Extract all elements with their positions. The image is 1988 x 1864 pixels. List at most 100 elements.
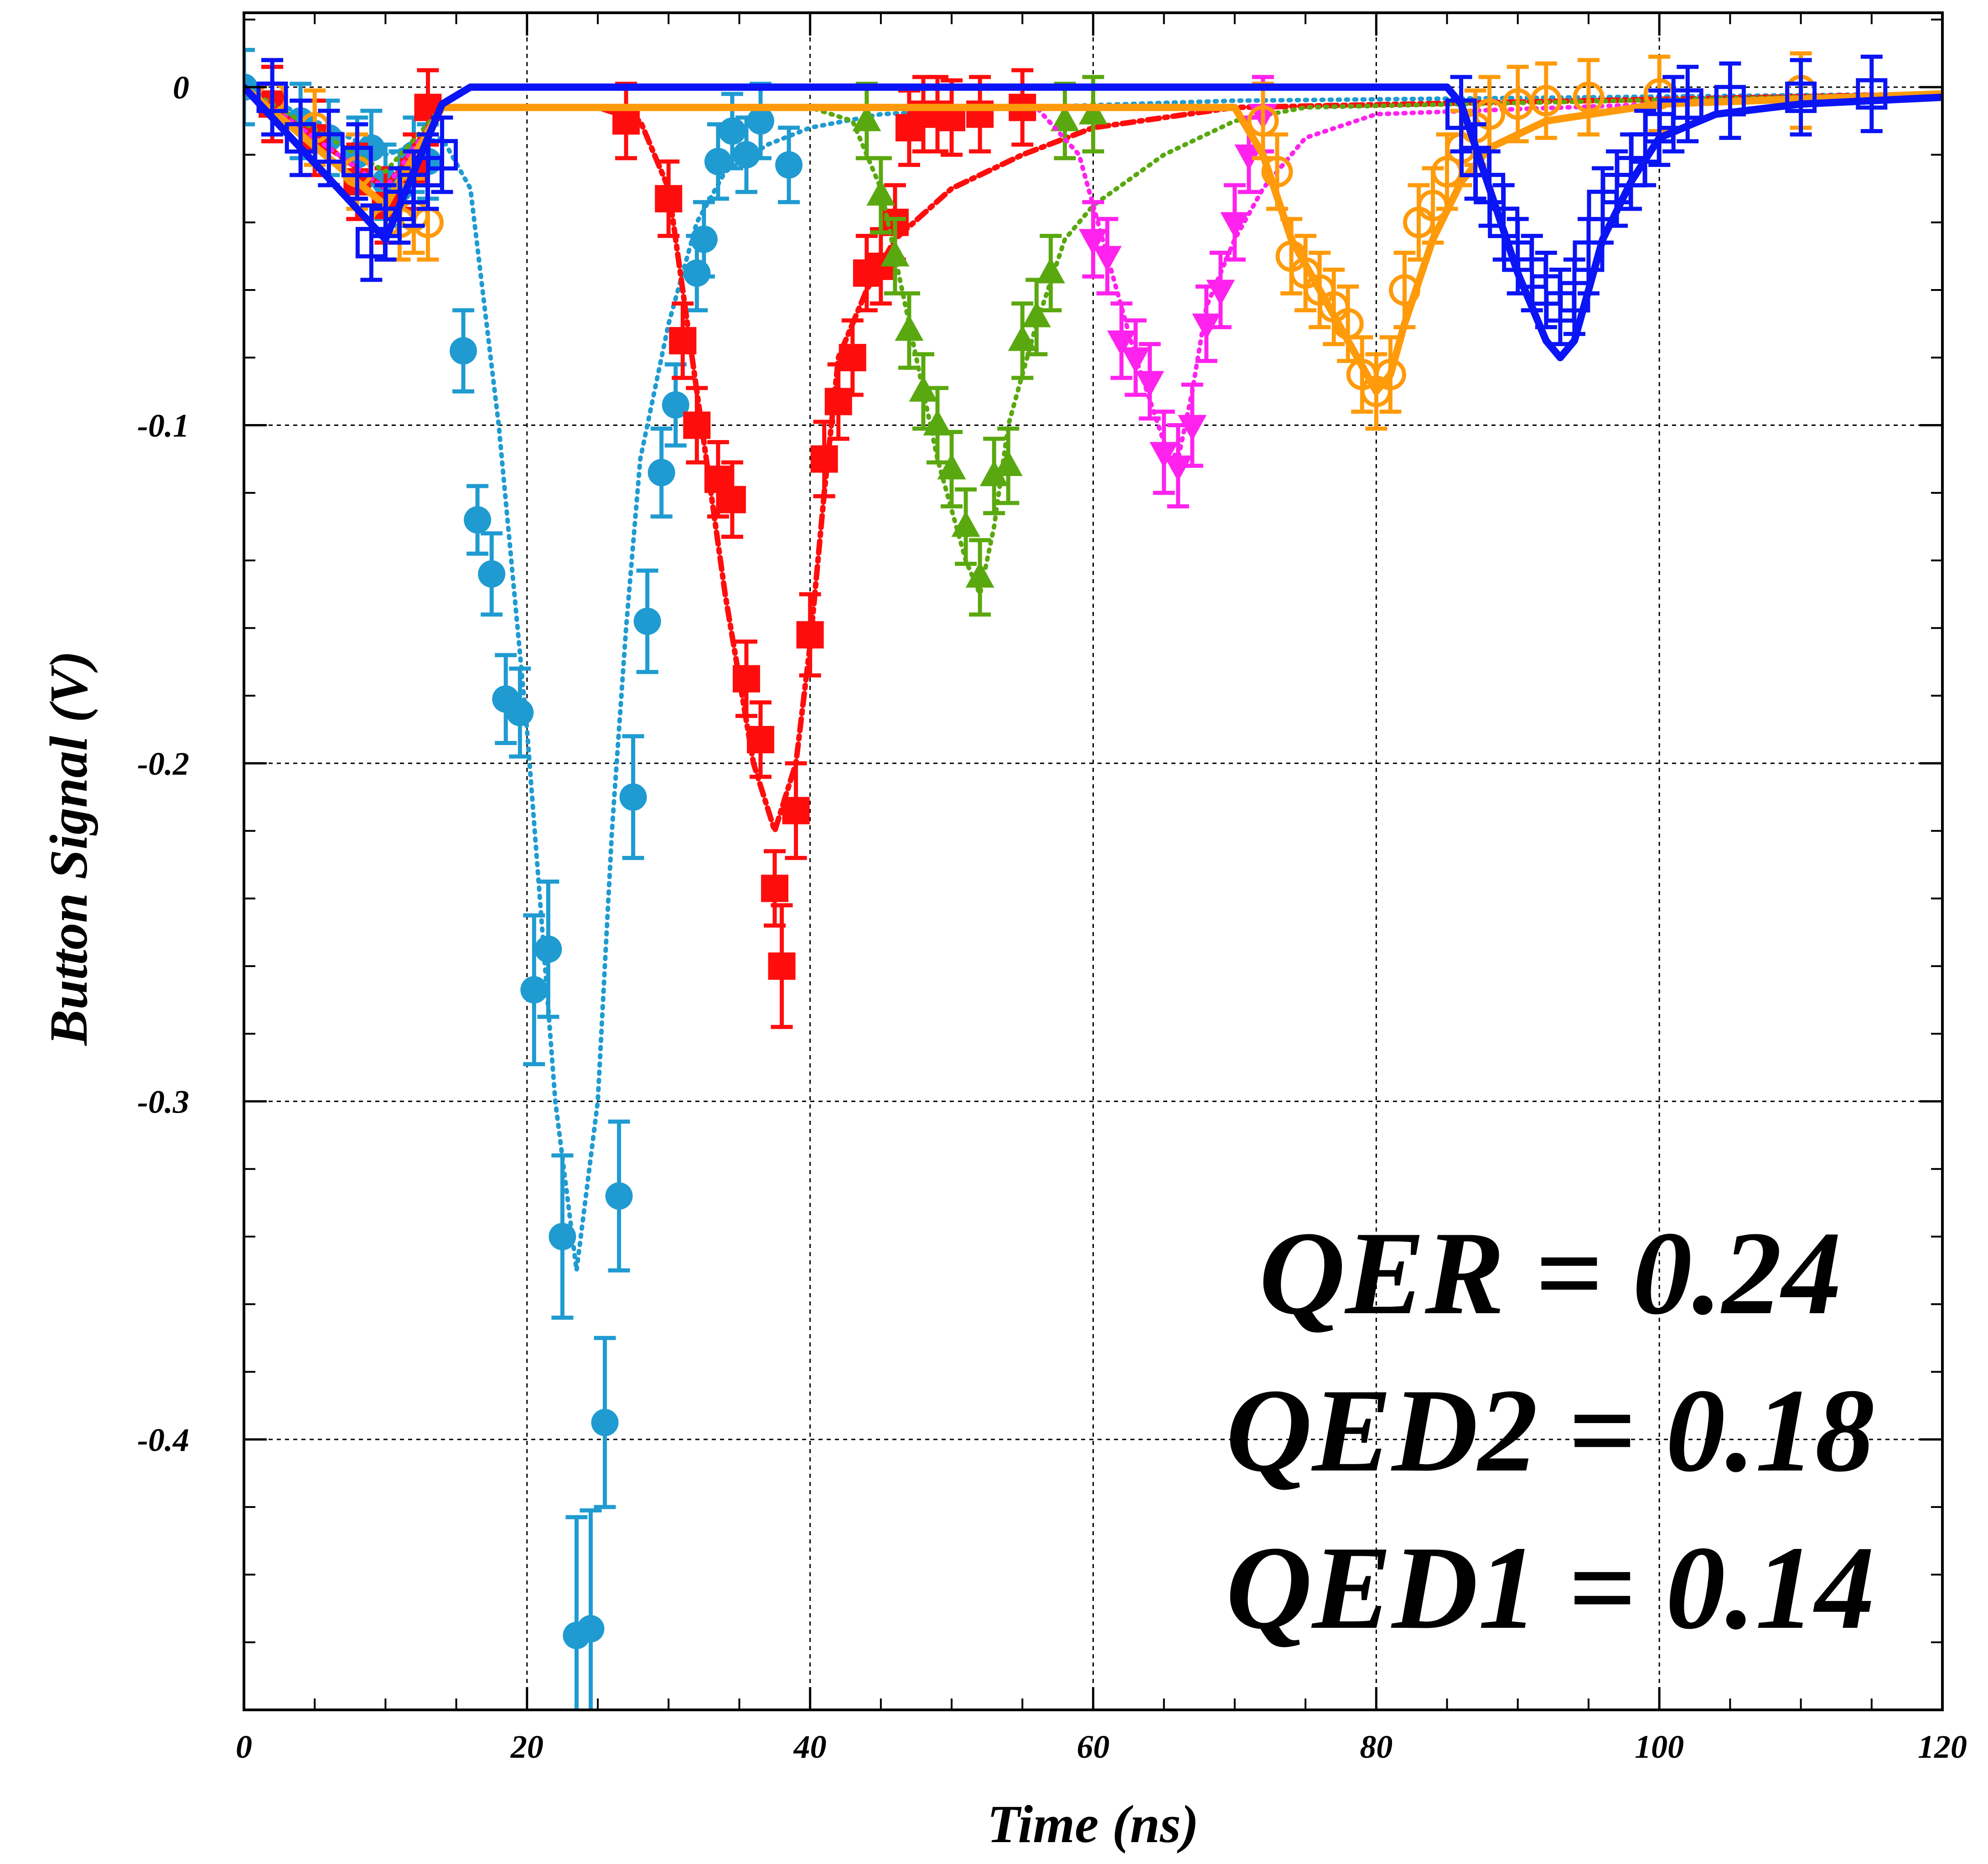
data-point (775, 151, 803, 179)
series-layer (244, 48, 1942, 1710)
data-point (909, 375, 938, 402)
x-tick-label: 0 (236, 1729, 252, 1765)
data-point (1036, 257, 1065, 284)
data-point (852, 105, 881, 131)
data-point (1135, 371, 1165, 397)
data-point (662, 391, 689, 419)
data-point (923, 409, 952, 436)
data-point (1714, 85, 1746, 117)
annotations: QER = 0.24 QED2 = 0.18 QED1 = 0.14 (1226, 1207, 1875, 1654)
data-point (1149, 442, 1179, 468)
data-point (1008, 325, 1037, 351)
data-point (979, 460, 1009, 487)
data-point (1121, 347, 1150, 373)
data-point (1220, 212, 1249, 238)
annotation-2: QED1 = 0.14 (1226, 1522, 1875, 1654)
data-point (1206, 280, 1235, 306)
data-point (747, 107, 775, 135)
data-point (1107, 330, 1136, 357)
data-point (591, 1408, 619, 1436)
data-point (341, 145, 373, 177)
data-point (1022, 301, 1051, 327)
series-5-fit-line (244, 83, 1942, 362)
series-0-fit-line (244, 85, 1942, 1273)
data-point (1178, 415, 1207, 441)
data-point (450, 337, 477, 365)
data-point (951, 511, 980, 537)
data-point (669, 327, 697, 355)
data-point (605, 1182, 633, 1210)
data-point (683, 411, 711, 439)
data-point (1050, 105, 1079, 131)
data-point (1558, 281, 1590, 313)
data-point (761, 875, 789, 902)
data-point (1573, 81, 1605, 113)
data-point (690, 225, 718, 253)
tick-labels: 0 20 40 60 80 100 120 0 -0.1 -0.2 -0.3 -0.4 (137, 69, 1967, 1765)
x-tick-label: 80 (1360, 1729, 1393, 1765)
series-4 (244, 51, 1942, 431)
data-point (647, 459, 675, 487)
data-point (1672, 88, 1703, 120)
data-point (655, 185, 683, 212)
y-tick-label: 0 (173, 69, 189, 106)
data-point (768, 952, 796, 980)
data-point (1079, 98, 1108, 124)
data-point (478, 560, 506, 588)
x-tick-label: 100 (1635, 1729, 1684, 1765)
data-point (534, 935, 562, 963)
data-point (895, 315, 924, 341)
data-point (880, 240, 910, 267)
data-point (683, 259, 711, 287)
data-point (506, 699, 534, 726)
data-point (732, 141, 760, 169)
data-point (612, 107, 640, 135)
data-point (782, 797, 810, 824)
annotation-1: QED2 = 0.18 (1226, 1364, 1875, 1496)
data-point (1261, 155, 1293, 187)
data-point (1247, 105, 1279, 137)
data-point (520, 976, 548, 1004)
series-5 (244, 54, 1942, 362)
series-0 (244, 48, 1942, 1710)
data-point (1388, 274, 1420, 306)
y-tick-label: -0.1 (137, 408, 189, 444)
y-axis-label: Button Signal (V) (39, 651, 98, 1046)
data-point (732, 665, 760, 693)
data-point (1374, 358, 1406, 390)
y-tick-label: -0.4 (137, 1422, 189, 1458)
data-point (796, 621, 824, 649)
ticks (243, 13, 1944, 1711)
data-point (426, 139, 458, 171)
data-point (965, 561, 994, 588)
x-tick-label: 60 (1077, 1729, 1110, 1765)
y-tick-label: -0.3 (137, 1083, 189, 1120)
data-point (839, 344, 866, 372)
data-point (718, 486, 746, 513)
data-point (1192, 313, 1221, 340)
data-point (718, 117, 746, 145)
data-point (704, 148, 732, 176)
data-point (1530, 85, 1562, 117)
x-tick-label: 120 (1918, 1729, 1967, 1765)
x-axis-label: Time (ns) (987, 1794, 1199, 1854)
data-point (810, 445, 838, 473)
data-point (1785, 81, 1817, 113)
x-tick-label: 40 (793, 1729, 827, 1765)
y-tick-label: -0.2 (137, 746, 189, 782)
data-point (1573, 240, 1605, 272)
data-point (1164, 456, 1193, 482)
data-point (1332, 308, 1364, 340)
annotation-0: QER = 0.24 (1259, 1207, 1842, 1339)
data-point (1079, 229, 1108, 255)
data-point (747, 726, 775, 754)
data-point (937, 453, 966, 480)
data-point (1445, 98, 1477, 130)
data-point (866, 179, 896, 206)
data-point (1093, 246, 1122, 272)
data-point (577, 1615, 605, 1643)
data-point (633, 607, 661, 635)
data-point (1856, 78, 1888, 110)
data-point (464, 506, 492, 534)
